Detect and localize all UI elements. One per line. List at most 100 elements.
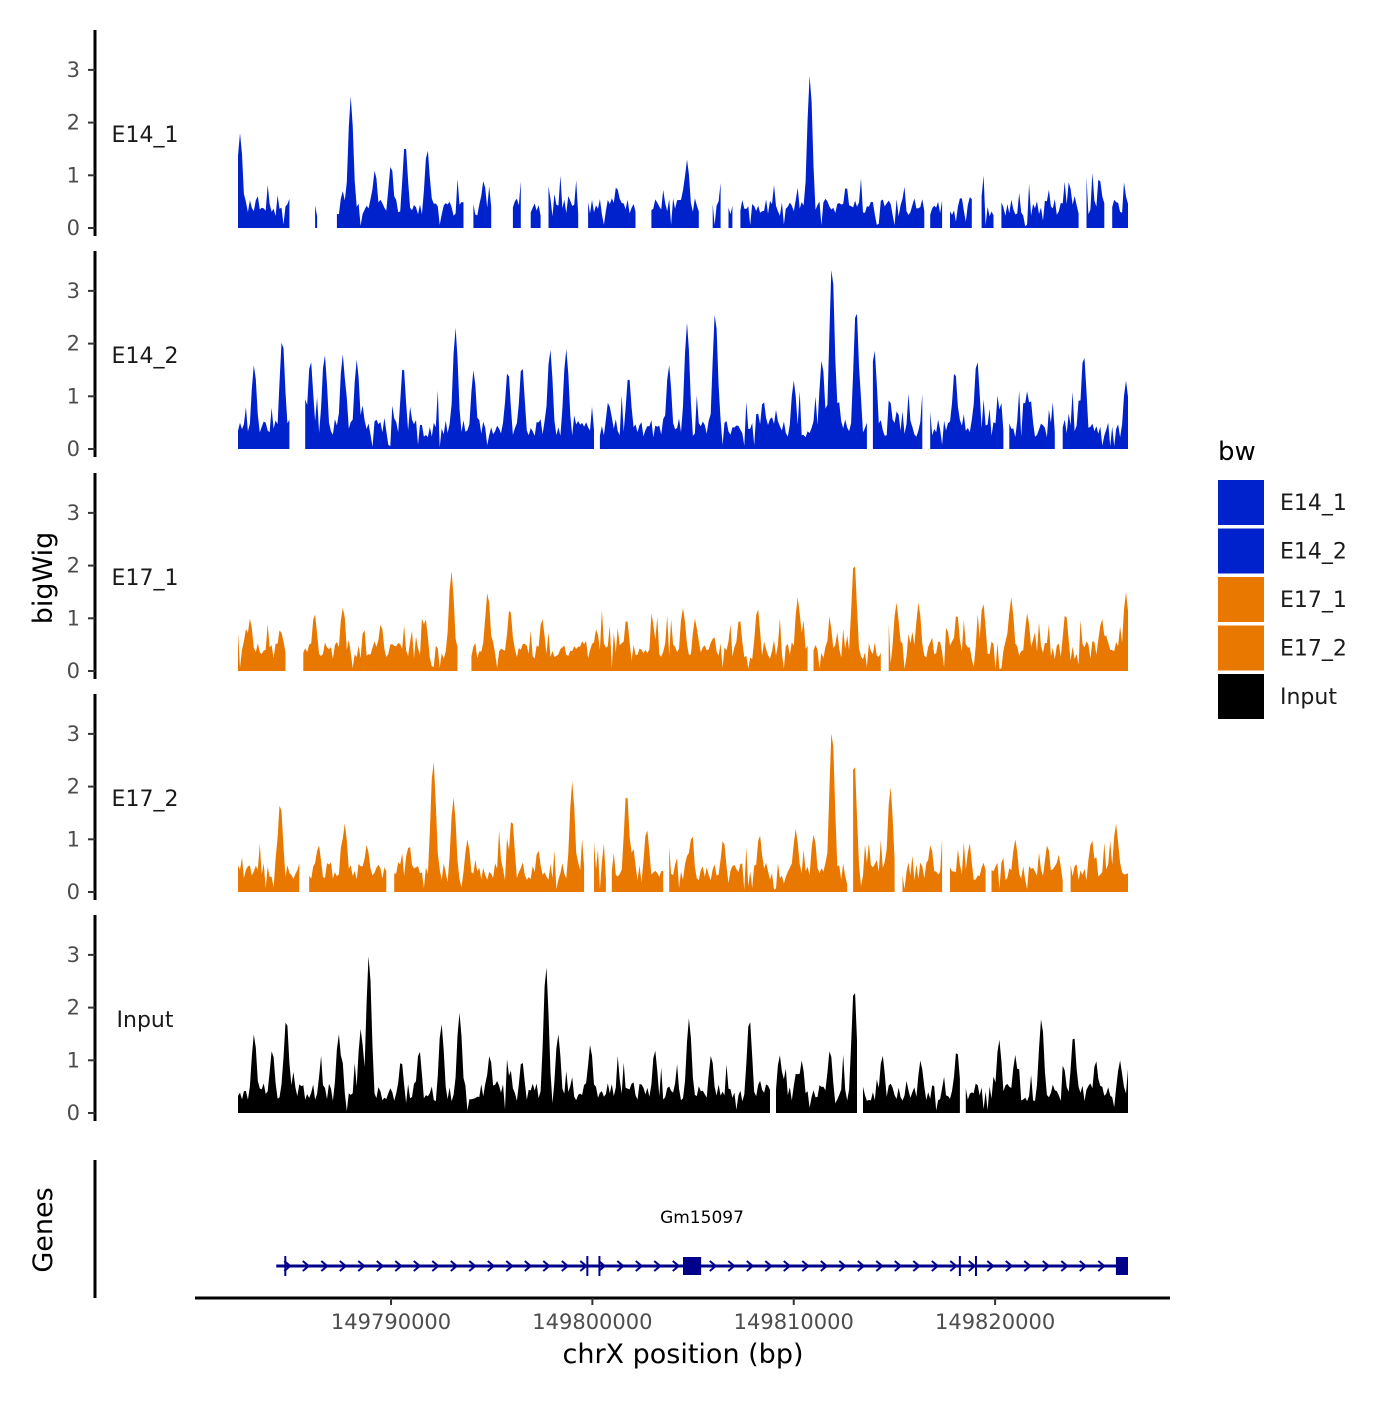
strand-arrow	[764, 1260, 773, 1272]
y-tick-label: 2	[67, 775, 80, 799]
gene-exon	[1115, 1257, 1128, 1275]
strand-arrow	[302, 1260, 311, 1272]
legend-label: E14_1	[1280, 491, 1347, 516]
genes-axis-title: Genes	[28, 1187, 59, 1272]
y-tick-label: 2	[67, 111, 80, 135]
strand-arrow	[1097, 1260, 1106, 1272]
strand-arrow	[450, 1260, 459, 1272]
strand-arrow	[394, 1260, 403, 1272]
legend-key-E17_2	[1218, 625, 1264, 671]
strand-arrow	[912, 1260, 921, 1272]
y-tick-label: 3	[67, 943, 80, 967]
track-label: E17_1	[112, 566, 179, 591]
strand-arrow	[598, 1260, 607, 1272]
strand-arrow	[616, 1260, 625, 1272]
track-E14_2: 0 1 2 3 E14_2	[67, 251, 1128, 461]
legend-label: E17_1	[1280, 588, 1347, 613]
coverage-area-E17_2	[238, 733, 1128, 892]
gene-track: Gm15097	[93, 1160, 1128, 1298]
legend-key-E14_1	[1218, 480, 1264, 525]
y-tick-label: 1	[67, 827, 80, 851]
strand-arrow	[875, 1260, 884, 1272]
x-tick-label: 149800000	[532, 1310, 652, 1334]
x-axis-title: chrX position (bp)	[562, 1339, 803, 1370]
y-tick-label: 2	[67, 554, 80, 578]
legend-label: Input	[1280, 685, 1337, 710]
gene-exon	[586, 1256, 589, 1276]
y-tick-label: 0	[67, 880, 80, 904]
strand-arrow	[986, 1260, 995, 1272]
tracks-group: 0 1 2 3 E14_1 0 1 2 3 E14_2 0 1 2 3 E17_1 0 1 2 3 E17_2 0 1 2 3…	[67, 30, 1128, 1125]
y-tick-label: 3	[67, 279, 80, 303]
coverage-area-Input	[238, 956, 1128, 1113]
strand-arrow	[1060, 1260, 1069, 1272]
y-tick-label: 3	[67, 722, 80, 746]
x-tick-label: 149790000	[331, 1310, 451, 1334]
strand-arrow	[468, 1260, 477, 1272]
y-tick-label: 0	[67, 659, 80, 683]
strand-arrow	[968, 1260, 977, 1272]
gene-exon	[958, 1256, 961, 1276]
y-tick-label: 0	[67, 1101, 80, 1125]
legend-key-E17_1	[1218, 577, 1264, 622]
strand-arrow	[487, 1260, 496, 1272]
gene-exon	[284, 1256, 287, 1276]
track-label: Input	[117, 1008, 174, 1033]
coverage-area-E14_2	[238, 270, 1128, 449]
strand-arrow	[339, 1260, 348, 1272]
x-tick-label: 149820000	[935, 1310, 1055, 1334]
strand-arrow	[320, 1260, 329, 1272]
legend-key-Input	[1218, 674, 1264, 719]
strand-arrow	[783, 1260, 792, 1272]
strand-arrow	[1005, 1260, 1014, 1272]
strand-arrow	[709, 1260, 718, 1272]
legend-label: E17_2	[1280, 637, 1347, 662]
strand-arrow	[357, 1260, 366, 1272]
track-label: E17_2	[112, 787, 179, 812]
legend: E14_1 E14_2 E17_1 E17_2 Input	[1218, 480, 1347, 719]
strand-arrow	[746, 1260, 755, 1272]
strand-arrow	[857, 1260, 866, 1272]
strand-arrow	[727, 1260, 736, 1272]
strand-arrow	[524, 1260, 533, 1272]
strand-arrow	[894, 1260, 903, 1272]
strand-arrow	[672, 1260, 681, 1272]
y-tick-label: 2	[67, 332, 80, 356]
strand-arrow	[505, 1260, 514, 1272]
y-axis-title: bigWig	[28, 532, 59, 625]
gene-exon	[974, 1256, 977, 1276]
y-tick-label: 1	[67, 384, 80, 408]
strand-arrow	[820, 1260, 829, 1272]
strand-arrow	[1079, 1260, 1088, 1272]
coverage-area-E14_1	[238, 75, 1128, 229]
strand-arrow	[561, 1260, 570, 1272]
legend-key-E14_2	[1218, 528, 1264, 574]
y-tick-label: 3	[67, 501, 80, 525]
x-axis: 149790000 149800000 149810000 149820000	[195, 1296, 1170, 1334]
track-label: E14_1	[112, 123, 179, 148]
strand-arrow	[542, 1260, 551, 1272]
strand-arrow	[376, 1260, 385, 1272]
y-tick-label: 0	[67, 216, 80, 240]
strand-arrow	[579, 1260, 588, 1272]
coverage-area-E17_1	[238, 566, 1128, 671]
track-E14_1: 0 1 2 3 E14_1	[67, 30, 1128, 240]
strand-arrow	[635, 1260, 644, 1272]
track-E17_2: 0 1 2 3 E17_2	[67, 694, 1128, 904]
strand-arrow	[431, 1260, 440, 1272]
y-tick-label: 2	[67, 996, 80, 1020]
strand-arrow	[801, 1260, 810, 1272]
x-tick-label: 149810000	[734, 1310, 854, 1334]
y-tick-label: 0	[67, 437, 80, 461]
track-Input: 0 1 2 3 Input	[67, 915, 1128, 1125]
strand-arrow	[931, 1260, 940, 1272]
track-E17_1: 0 1 2 3 E17_1	[67, 473, 1128, 683]
strand-arrow	[949, 1260, 958, 1272]
strand-arrow	[413, 1260, 422, 1272]
y-tick-label: 1	[67, 163, 80, 187]
y-tick-label: 1	[67, 1048, 80, 1072]
legend-label: E14_2	[1280, 540, 1347, 565]
y-tick-label: 1	[67, 606, 80, 630]
